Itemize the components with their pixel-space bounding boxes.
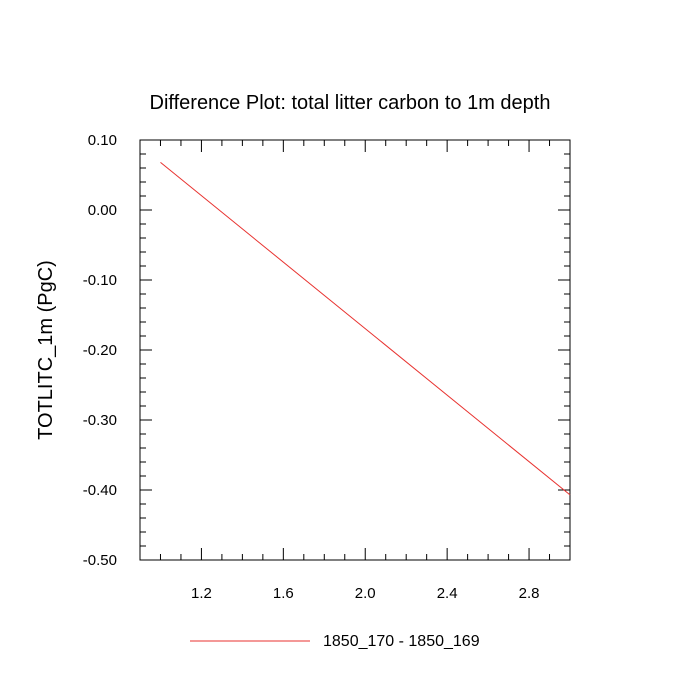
y-tick-label: -0.20	[83, 342, 117, 359]
y-tick-label: -0.50	[83, 552, 117, 569]
tick-marks	[140, 139, 570, 561]
y-tick-label: -0.30	[83, 412, 117, 429]
x-tick-label: 2.8	[519, 585, 540, 602]
y-tick-labels: 0.10 0.00 -0.10 -0.20 -0.30 -0.40 -0.50	[83, 132, 117, 569]
x-tick-label: 2.4	[437, 585, 458, 602]
y-tick-label: 0.00	[88, 202, 117, 219]
x-tick-labels: 1.2 1.6 2.0 2.4 2.8	[191, 585, 539, 602]
y-axis-label: TOTLITC_1m (PgC)	[35, 260, 57, 440]
series-line-0	[160, 162, 571, 496]
x-tick-label: 1.2	[191, 585, 212, 602]
y-tick-label: -0.10	[83, 272, 117, 289]
legend: 1850_170 - 1850_169	[190, 633, 480, 650]
series-layer	[160, 162, 571, 496]
legend-label: 1850_170 - 1850_169	[323, 633, 480, 650]
y-tick-label: 0.10	[88, 132, 117, 149]
x-tick-label: 2.0	[355, 585, 376, 602]
y-tick-label: -0.40	[83, 482, 117, 499]
chart-title: Difference Plot: total litter carbon to …	[150, 92, 551, 114]
x-tick-label: 1.6	[273, 585, 294, 602]
